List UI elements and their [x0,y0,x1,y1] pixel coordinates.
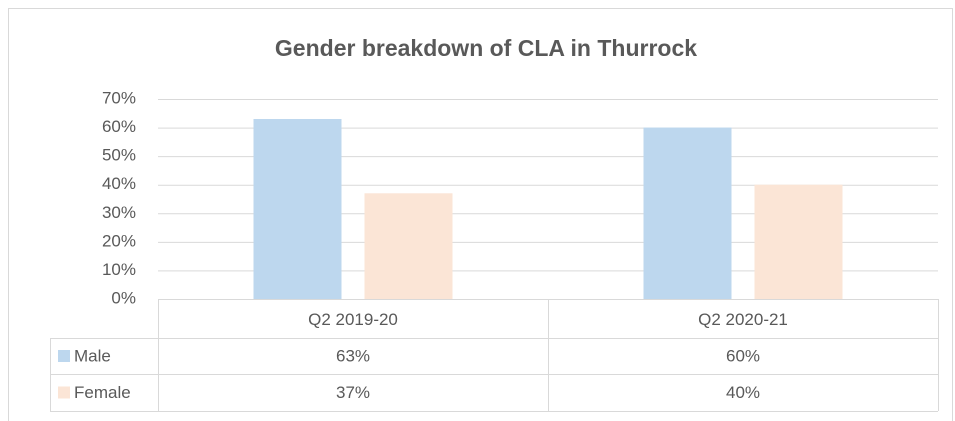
bar [643,127,732,299]
y-tick-label: 40% [102,174,136,193]
y-tick-label: 30% [102,203,136,222]
table-value: 60% [726,346,760,365]
bar [754,184,843,299]
table-value: 37% [336,383,370,402]
table-value: 63% [336,346,370,365]
legend-label: Female [74,383,131,402]
legend-key [58,350,70,362]
x-tick-label: Q2 2019-20 [308,310,398,329]
y-tick-label: 10% [102,260,136,279]
y-tick-label: 50% [102,146,136,165]
y-tick-label: 60% [102,117,136,136]
y-tick-label: 20% [102,231,136,250]
bar [364,193,453,299]
y-tick-label: 70% [102,88,136,107]
chart-title: Gender breakdown of CLA in Thurrock [275,35,697,61]
legend-label: Male [74,346,111,365]
bar [253,119,342,299]
table-value: 40% [726,383,760,402]
y-tick-label: 0% [111,288,136,307]
legend-key [58,386,70,399]
x-tick-label: Q2 2020-21 [698,310,788,329]
